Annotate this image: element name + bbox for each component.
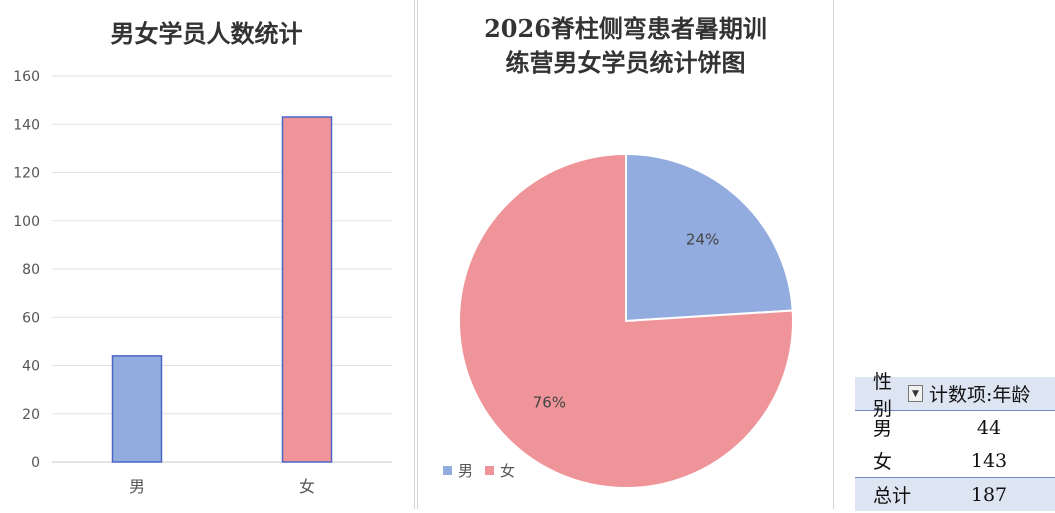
pivot-row-value: 143: [970, 449, 1008, 472]
pivot-header-value: 计数项:年龄: [929, 384, 1031, 406]
pivot-total-value: 187: [970, 483, 1008, 506]
panel-divider: [417, 0, 418, 509]
panel-divider: [833, 0, 834, 509]
y-tick-label: 100: [13, 214, 40, 230]
pivot-row-value: 44: [976, 416, 1002, 439]
pivot-total-row: 总计 187: [855, 477, 1055, 511]
y-tick-label: 120: [13, 166, 40, 182]
legend-swatch-male: [443, 466, 452, 475]
pivot-header-field: 性别: [873, 370, 893, 420]
bar-chart-title: 男女学员人数统计: [110, 19, 303, 48]
bar-female: [281, 116, 333, 463]
y-tick-label: 80: [22, 262, 40, 278]
filter-dropdown-icon[interactable]: ▼: [907, 385, 923, 402]
y-tick-label: 20: [22, 407, 40, 423]
pie-chart-panel[interactable]: 2026脊柱侧弯患者暑期训 练营男女学员统计饼图 24% 76% 男 女: [419, 0, 832, 509]
pie-title-line2: 练营男女学员统计饼图: [505, 48, 746, 77]
pie-data-label: 76%: [533, 394, 566, 412]
x-tick-label: 女: [299, 477, 315, 496]
panel-divider: [414, 0, 415, 509]
pivot-table: 性别 ▼ 计数项:年龄 男 44 女 143 总计 187: [855, 371, 1055, 511]
legend-label-male: 男: [458, 462, 474, 480]
y-tick-label: 160: [13, 69, 40, 85]
legend-label-female: 女: [500, 462, 516, 480]
pivot-row: 女 143: [855, 444, 1055, 477]
y-tick-label: 140: [13, 117, 40, 133]
x-tick-label: 男: [129, 477, 145, 496]
pivot-row-label: 女: [873, 451, 893, 473]
bar-chart-panel[interactable]: 男女学员人数统计 0 20 40 60 80 100 120 140 160 男 女: [0, 0, 413, 509]
pie-slice-female: [458, 152, 794, 489]
pie-title-line1: 2026脊柱侧弯患者暑期训: [484, 14, 767, 43]
pivot-header-field-cell[interactable]: 性别 ▼: [855, 367, 923, 421]
pie-legend: 男 女: [443, 460, 521, 481]
bar-male: [111, 355, 163, 463]
pivot-row-label: 男: [873, 418, 893, 440]
y-tick-label: 0: [31, 455, 40, 471]
pie-slice-male: [625, 152, 794, 323]
pivot-total-label: 总计: [873, 485, 912, 507]
y-tick-label: 40: [22, 359, 40, 375]
bar-chart-plot: 0 20 40 60 80 100 120 140 160 男 女: [13, 69, 392, 496]
pie-data-label: 24%: [686, 230, 719, 248]
pie-chart-title: 2026脊柱侧弯患者暑期训 练营男女学员统计饼图: [419, 12, 832, 80]
pivot-row: 男 44: [855, 411, 1055, 444]
pie-chart-plot: 24% 76%: [458, 152, 794, 489]
pivot-header-row: 性别 ▼ 计数项:年龄: [855, 371, 1055, 420]
y-tick-label: 60: [22, 310, 40, 326]
legend-swatch-female: [485, 466, 495, 475]
